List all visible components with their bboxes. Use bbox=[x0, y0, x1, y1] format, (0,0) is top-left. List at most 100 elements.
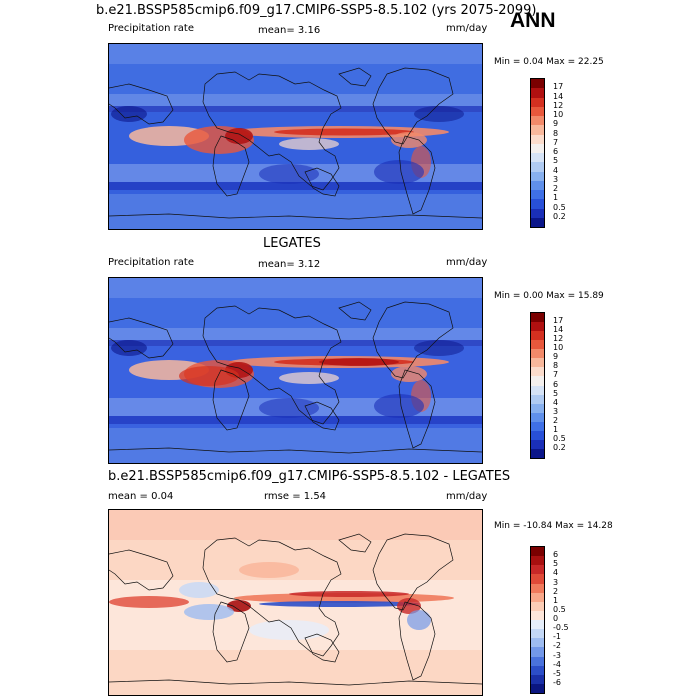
colorbar-tick-label: 17 bbox=[553, 82, 564, 92]
colorbar-swatch bbox=[531, 547, 544, 557]
colorbar-swatch bbox=[531, 556, 544, 566]
colorbar-tick-label: 14 bbox=[553, 91, 564, 101]
colorbar-tick-label: 4 bbox=[553, 165, 559, 175]
colorbar-tick-label: -1 bbox=[553, 632, 561, 642]
colorbar-swatch bbox=[531, 116, 544, 126]
colorbar-tick-label: 0.2 bbox=[553, 211, 566, 221]
colorbar-tick-label: 7 bbox=[553, 137, 559, 147]
colorbar-swatch bbox=[531, 358, 544, 368]
colorbar-swatch bbox=[531, 412, 544, 422]
colorbar-swatch bbox=[531, 106, 544, 116]
panel-3-units-label: mm/day bbox=[446, 491, 488, 502]
colorbar-tick-label: 10 bbox=[553, 343, 564, 353]
colorbar-tick-label: 1 bbox=[553, 424, 559, 434]
colorbar-tick-label: -3 bbox=[553, 650, 561, 660]
colorbar-tick-label: 7 bbox=[553, 370, 559, 380]
panel-2-colorbar bbox=[530, 312, 545, 459]
colorbar-swatch bbox=[531, 448, 544, 458]
panel-2-minmax-label: Min = 0.00 Max = 15.89 bbox=[494, 291, 604, 301]
colorbar-tick-label: 10 bbox=[553, 110, 564, 119]
colorbar-swatch bbox=[531, 349, 544, 359]
colorbar-tick-label: 6 bbox=[553, 147, 559, 156]
colorbar-tick-label: 5 bbox=[553, 388, 559, 398]
colorbar-tick-label: -0.5 bbox=[553, 623, 569, 633]
panel-3-colorbar bbox=[530, 546, 545, 694]
colorbar-tick-label: 4 bbox=[553, 397, 559, 407]
colorbar-swatch bbox=[531, 656, 544, 666]
colorbar-tick-label: 8 bbox=[553, 128, 559, 138]
colorbar-swatch bbox=[531, 340, 544, 350]
colorbar-tick-label: 3 bbox=[553, 406, 559, 416]
colorbar-swatch bbox=[531, 592, 544, 602]
colorbar-tick-label: -5 bbox=[553, 668, 561, 678]
colorbar-swatch bbox=[531, 439, 544, 449]
colorbar-tick-label: 6 bbox=[553, 379, 559, 389]
colorbar-swatch bbox=[531, 143, 544, 153]
colorbar-swatch bbox=[531, 171, 544, 181]
colorbar-tick-label: 2 bbox=[553, 586, 559, 596]
colorbar-tick-label: 8 bbox=[553, 361, 559, 371]
colorbar-swatch bbox=[531, 638, 544, 648]
colorbar-tick-label: -4 bbox=[553, 659, 561, 669]
panel-3-mean-label: mean = 0.04 bbox=[108, 491, 174, 502]
season-label: ANN bbox=[510, 9, 556, 32]
colorbar-tick-label: 1 bbox=[553, 193, 559, 203]
colorbar-swatch bbox=[531, 190, 544, 200]
colorbar-swatch bbox=[531, 421, 544, 431]
colorbar-swatch bbox=[531, 376, 544, 386]
colorbar-swatch bbox=[531, 394, 544, 404]
colorbar-swatch bbox=[531, 601, 544, 611]
panel-1-colorbar bbox=[530, 78, 545, 228]
colorbar-swatch bbox=[531, 665, 544, 675]
colorbar-swatch bbox=[531, 403, 544, 413]
colorbar-swatch bbox=[531, 88, 544, 98]
colorbar-tick-label: 9 bbox=[553, 352, 559, 362]
colorbar-swatch bbox=[531, 674, 544, 684]
colorbar-swatch bbox=[531, 620, 544, 630]
colorbar-tick-label: 17 bbox=[553, 316, 564, 326]
colorbar-swatch bbox=[531, 97, 544, 107]
panel-3-minmax-label: Min = -10.84 Max = 14.28 bbox=[494, 521, 613, 531]
panel-1-left-label: Precipitation rate bbox=[108, 23, 194, 34]
colorbar-tick-label: 0.2 bbox=[553, 442, 566, 452]
panel-2-map bbox=[108, 277, 483, 464]
panel-1-units-label: mm/day bbox=[446, 23, 488, 34]
colorbar-tick-label: 0 bbox=[553, 614, 559, 623]
colorbar-swatch bbox=[531, 629, 544, 639]
panel-1-minmax-label: Min = 0.04 Max = 22.25 bbox=[494, 57, 604, 67]
colorbar-tick-label: 6 bbox=[553, 550, 559, 560]
colorbar-swatch bbox=[531, 79, 544, 89]
colorbar-swatch bbox=[531, 565, 544, 575]
colorbar-swatch bbox=[531, 208, 544, 218]
colorbar-swatch bbox=[531, 162, 544, 172]
colorbar-tick-label: 1 bbox=[553, 595, 559, 605]
colorbar-tick-label: 3 bbox=[553, 577, 559, 587]
panel-1-title: b.e21.BSSP585cmip6.f09_g17.CMIP6-SSP5-8.… bbox=[96, 3, 537, 18]
colorbar-swatch bbox=[531, 153, 544, 163]
colorbar-swatch bbox=[531, 430, 544, 440]
colorbar-swatch bbox=[531, 647, 544, 657]
colorbar-swatch bbox=[531, 610, 544, 620]
colorbar-tick-label: 5 bbox=[553, 559, 559, 569]
colorbar-tick-label: 2 bbox=[553, 184, 559, 193]
colorbar-tick-label: -2 bbox=[553, 641, 561, 651]
panel-1-mean-label: mean= 3.16 bbox=[258, 25, 321, 36]
colorbar-tick-label: 12 bbox=[553, 100, 564, 110]
colorbar-swatch bbox=[531, 217, 544, 227]
colorbar-swatch bbox=[531, 367, 544, 377]
colorbar-tick-label: 0.5 bbox=[553, 433, 566, 443]
colorbar-swatch bbox=[531, 683, 544, 693]
colorbar-tick-label: 2 bbox=[553, 415, 559, 425]
panel-2-left-label: Precipitation rate bbox=[108, 257, 194, 268]
colorbar-swatch bbox=[531, 134, 544, 144]
colorbar-tick-label: 5 bbox=[553, 156, 559, 166]
colorbar-tick-label: -6 bbox=[553, 677, 561, 687]
colorbar-tick-label: 0.5 bbox=[553, 202, 566, 212]
panel-1-map bbox=[108, 43, 483, 230]
colorbar-swatch bbox=[531, 574, 544, 584]
panel-2-mean-label: mean= 3.12 bbox=[258, 259, 321, 270]
panel-3-map bbox=[108, 509, 483, 696]
colorbar-tick-label: 3 bbox=[553, 174, 559, 184]
colorbar-swatch bbox=[531, 180, 544, 190]
colorbar-tick-label: 4 bbox=[553, 568, 559, 578]
